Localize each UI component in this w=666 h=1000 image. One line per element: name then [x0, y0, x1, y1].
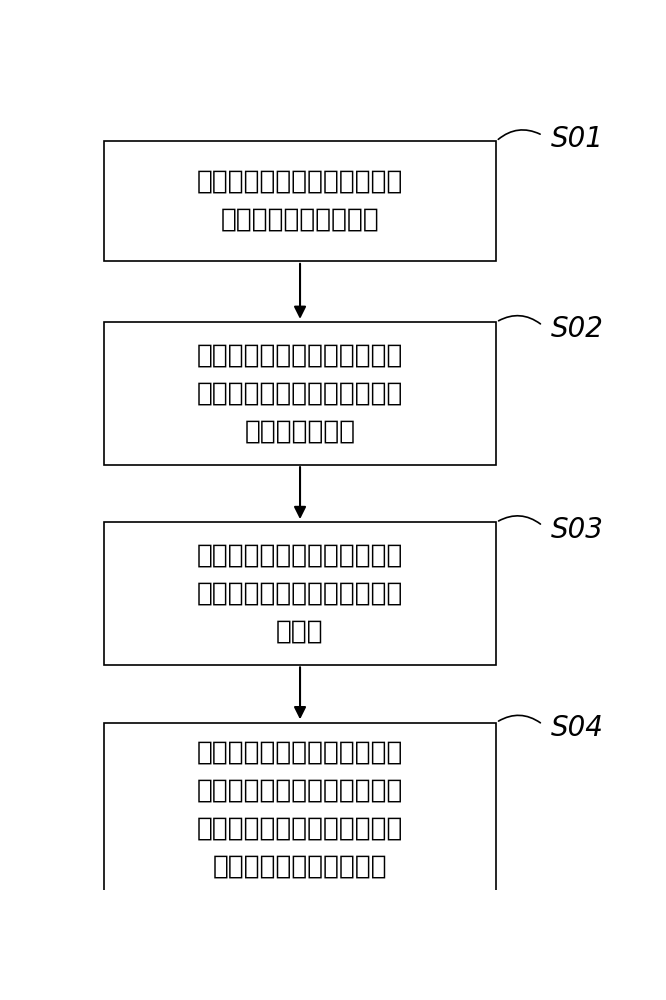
- Bar: [104, 723, 496, 896]
- Text: S01: S01: [550, 125, 603, 153]
- Text: S04: S04: [550, 714, 603, 742]
- Bar: [104, 522, 496, 665]
- FancyArrowPatch shape: [499, 715, 540, 723]
- Text: 使用分析单元计算不同车道属
性的车道之间的平均排队长度
的比例: 使用分析单元计算不同车道属 性的车道之间的平均排队长度 的比例: [197, 543, 403, 645]
- Text: 使用分析单元分别计算不同车
道属性的各车道在设定时间内
的平均排队长度: 使用分析单元分别计算不同车 道属性的各车道在设定时间内 的平均排队长度: [197, 342, 403, 444]
- Text: 采用视频检测设备检测各个车
道的瞬时车辆排队长度: 采用视频检测设备检测各个车 道的瞬时车辆排队长度: [197, 169, 403, 233]
- FancyArrowPatch shape: [498, 130, 540, 139]
- Bar: [104, 322, 496, 465]
- Text: S03: S03: [550, 516, 603, 544]
- FancyArrowPatch shape: [499, 316, 540, 324]
- FancyArrowPatch shape: [499, 516, 540, 524]
- Bar: [104, 141, 496, 261]
- Text: S02: S02: [550, 315, 603, 343]
- Text: 控制单元根据不同车道属性的
车道之间的平均排队长度的比
例，调整相应的车道属性或调
整相应信号灯的周期时长: 控制单元根据不同车道属性的 车道之间的平均排队长度的比 例，调整相应的车道属性或…: [197, 739, 403, 879]
